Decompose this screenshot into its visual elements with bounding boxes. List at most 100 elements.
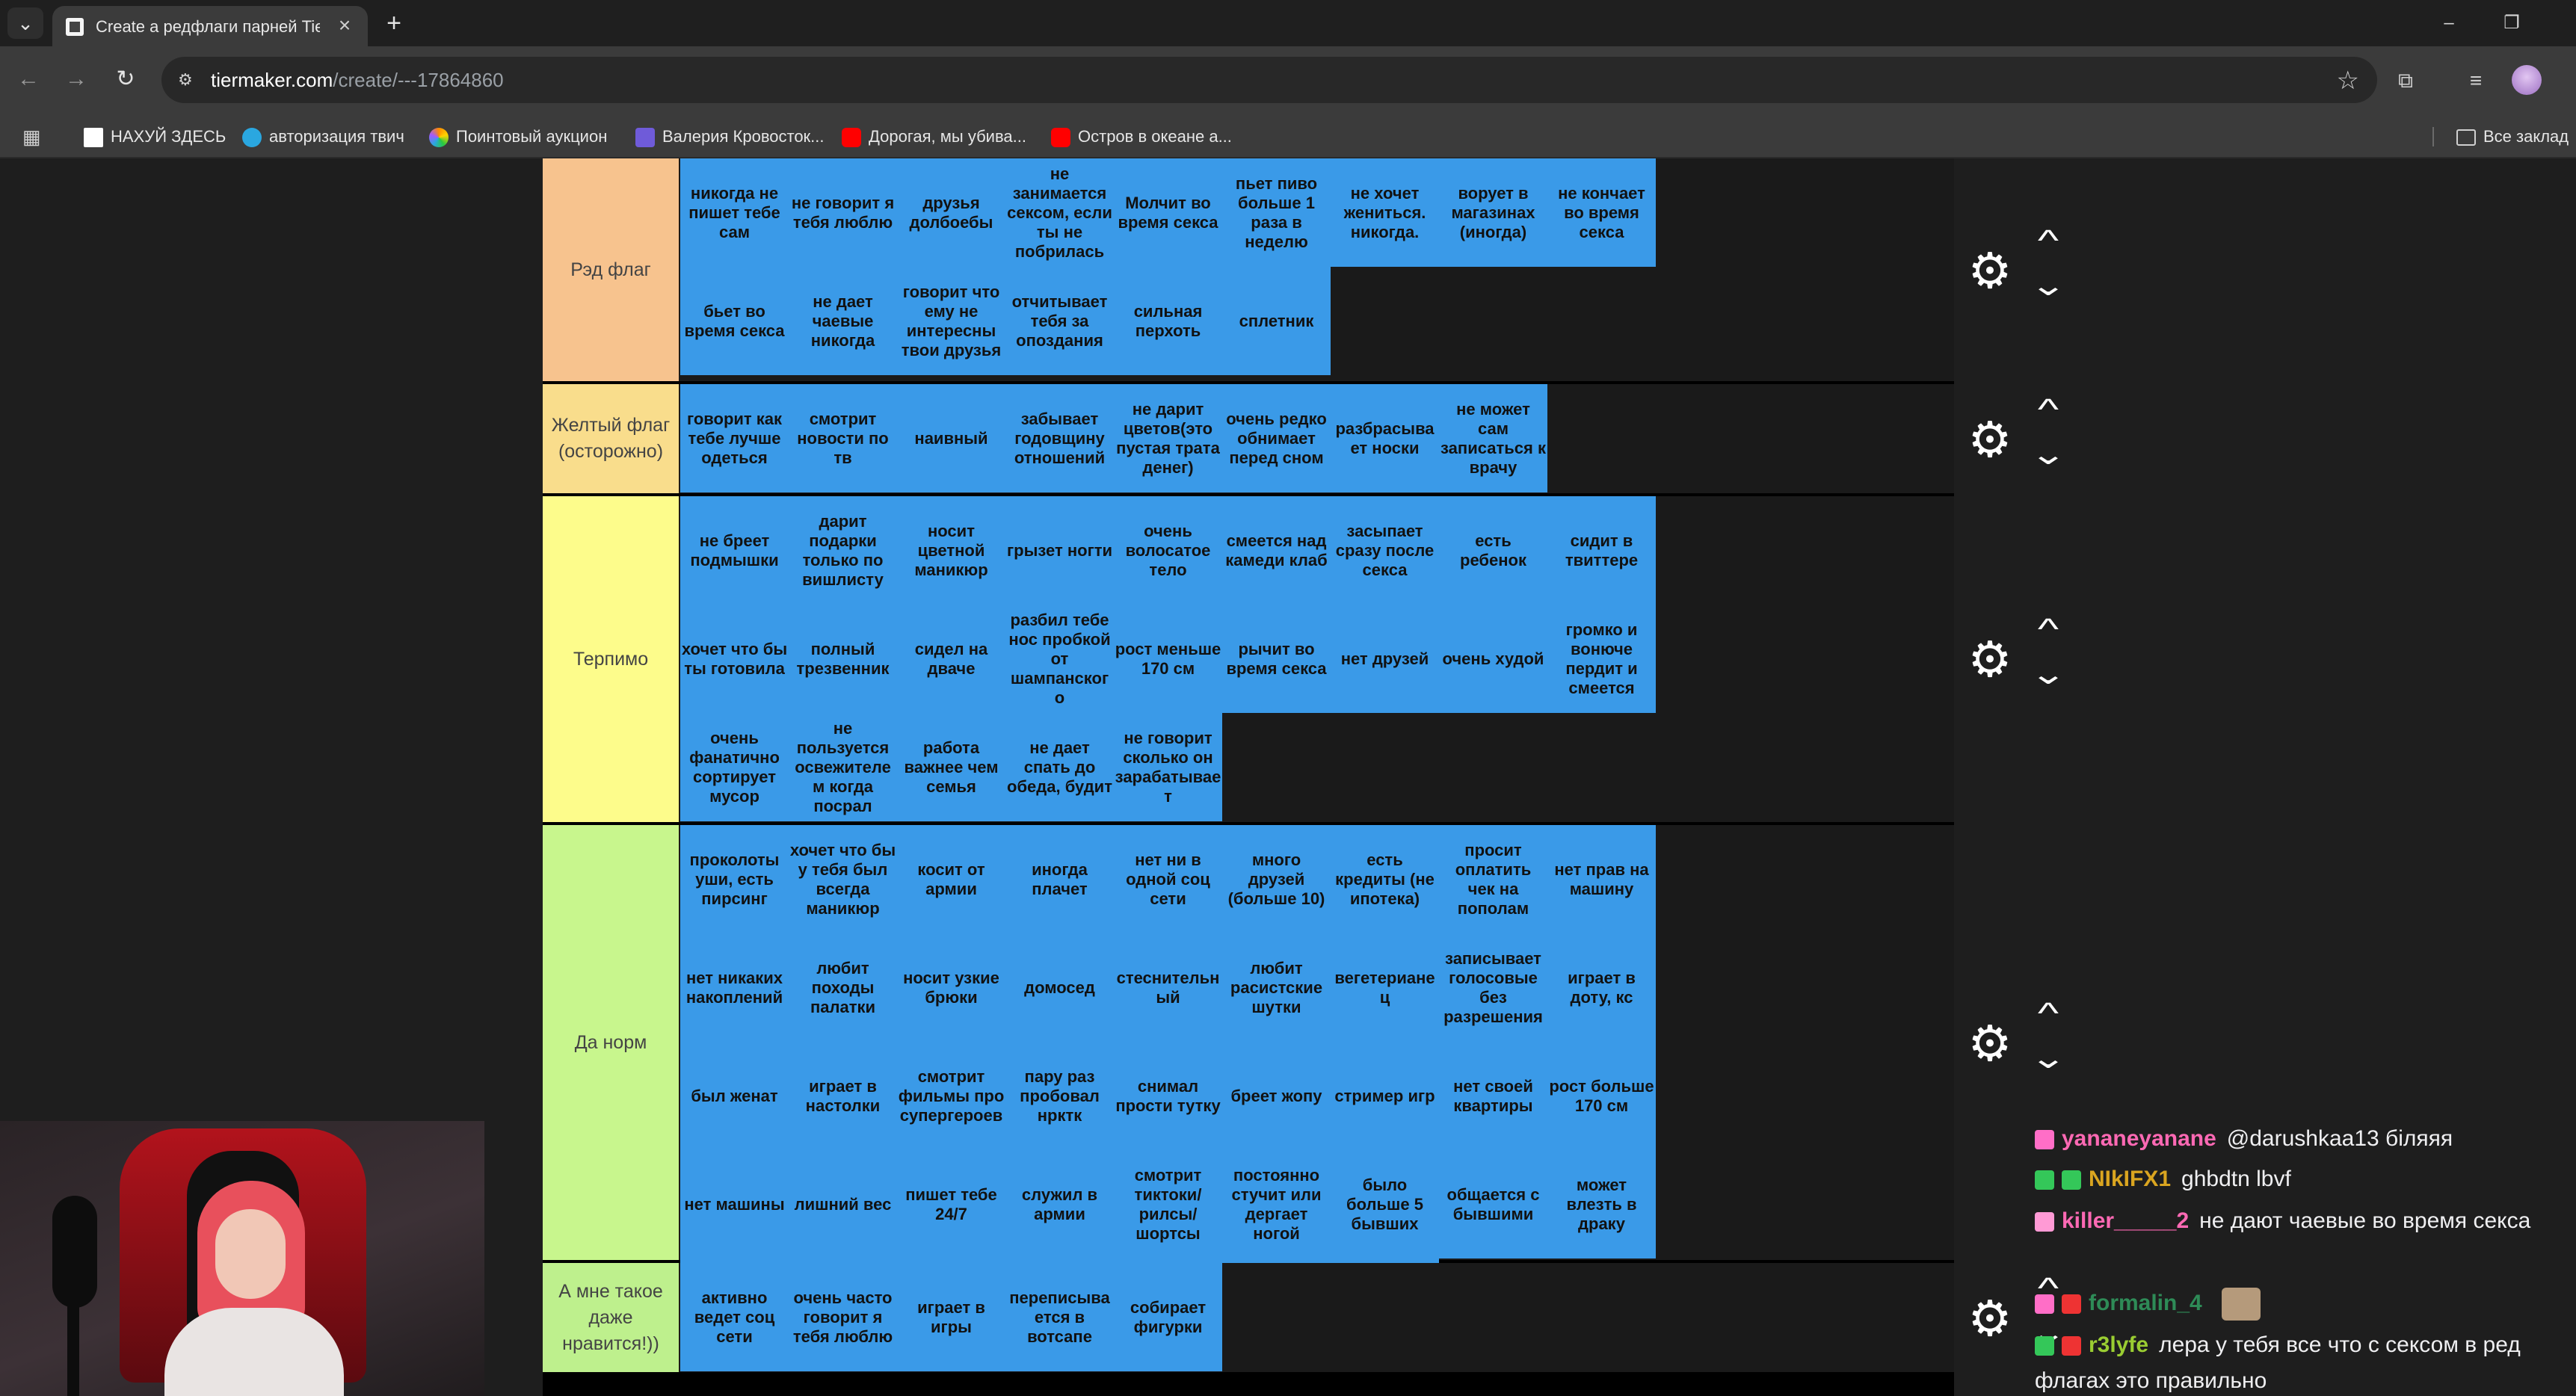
tier-item-card[interactable]: активно ведет соц сети [680, 1263, 789, 1371]
tier-item-card[interactable]: сплетник [1222, 267, 1331, 375]
tier-item-card[interactable]: очень часто говорит я тебя люблю [789, 1263, 897, 1371]
gear-icon[interactable]: ⚙ [1968, 631, 2012, 687]
tier-item-card[interactable]: забывает годовщину отношений [1005, 384, 1114, 492]
bookmark-item[interactable]: Дорогая, мы убива... [842, 124, 1026, 149]
tier-item-card[interactable]: смотрит новости по тв [789, 384, 897, 492]
tier-item-card[interactable]: собирает фигурки [1114, 1263, 1222, 1371]
reload-icon[interactable]: ↻ [116, 67, 135, 91]
tier-item-card[interactable]: хочет что бы ты готовила [680, 605, 789, 713]
tier-item-card[interactable]: очень худой [1439, 605, 1547, 713]
tier-item-card[interactable]: играет в игры [897, 1263, 1005, 1371]
chevron-up-icon[interactable]: ^ [2037, 224, 2059, 257]
tier-label[interactable]: А мне такое даже нравится!)) [543, 1263, 679, 1372]
back-arrow-icon[interactable]: ← [17, 67, 40, 91]
tier-item-card[interactable]: полный трезвенник [789, 605, 897, 713]
tier-item-card[interactable]: дарит подарки только по вишлисту [789, 496, 897, 605]
chevron-down-icon[interactable]: ⌄ [2029, 658, 2068, 691]
tier-item-card[interactable]: смотрит тиктоки/рилсы/шортсы [1114, 1150, 1222, 1258]
tier-item-card[interactable]: смеется над камеди клаб [1222, 496, 1331, 605]
site-settings-icon[interactable]: ⚙ [178, 70, 193, 89]
tier-item-card[interactable]: играет в настолки [789, 1042, 897, 1150]
tier-item-card[interactable]: носит узкие брюки [897, 933, 1005, 1042]
chat-nick[interactable]: yananeyanane [2062, 1126, 2216, 1151]
tier-item-card[interactable]: лишний вес [789, 1150, 897, 1258]
tier-item-card[interactable]: не дает чаевые никогда [789, 267, 897, 375]
chat-nick[interactable]: formalin_4 [2089, 1291, 2202, 1315]
tier-label[interactable]: Да норм [543, 825, 679, 1260]
bookmark-item[interactable]: авторизация твич [242, 124, 404, 149]
tier-item-card[interactable]: никогда не пишет тебе сам [680, 158, 789, 267]
tier-item-card[interactable]: сидел на дваче [897, 605, 1005, 713]
tier-item-card[interactable]: ворует в магазинах (иногда) [1439, 158, 1547, 267]
bookmark-item[interactable]: Валерия Кровосток... [635, 124, 825, 149]
bookmark-star-icon[interactable]: ☆ [2336, 67, 2359, 95]
chevron-up-icon[interactable]: ^ [2037, 613, 2059, 646]
tier-label[interactable]: Рэд флаг [543, 158, 679, 381]
tier-label[interactable]: Желтый флаг (осторожно) [543, 384, 679, 493]
address-bar[interactable]: ⚙ tiermaker.com/create/---17864860 ☆ [161, 57, 2377, 103]
chat-nick[interactable]: NIkIFX1 [2089, 1167, 2172, 1191]
tier-item-card[interactable]: стеснительный [1114, 933, 1222, 1042]
tier-item-card[interactable]: не может сам записаться к врачу [1439, 384, 1547, 492]
apps-grid-icon[interactable]: ▦ [22, 126, 41, 148]
tier-item-card[interactable]: хочет что бы у тебя был всегда маникюр [789, 825, 897, 933]
tier-item-card[interactable]: есть ребенок [1439, 496, 1547, 605]
tier-item-card[interactable]: нет друзей [1331, 605, 1439, 713]
tier-item-card[interactable]: очень волосатое тело [1114, 496, 1222, 605]
new-tab-plus-icon[interactable]: + [386, 9, 401, 37]
tier-item-card[interactable]: пару раз пробовал нрктк [1005, 1042, 1114, 1150]
tier-item-card[interactable]: домосед [1005, 933, 1114, 1042]
forward-arrow-icon[interactable]: → [65, 67, 87, 91]
tier-item-card[interactable]: не хочет жениться. никогда. [1331, 158, 1439, 267]
chat-nick[interactable]: r3lyfe [2089, 1332, 2149, 1357]
tier-item-card[interactable]: засыпает сразу после секса [1331, 496, 1439, 605]
tier-item-card[interactable]: иногда плачет [1005, 825, 1114, 933]
tier-item-card[interactable]: постоянно стучит или дергает ногой [1222, 1150, 1331, 1258]
tier-item-card[interactable]: любит расистские шутки [1222, 933, 1331, 1042]
tier-item-card[interactable]: грызет ногти [1005, 496, 1114, 605]
tier-item-card[interactable]: общается с бывшими [1439, 1150, 1547, 1258]
tier-item-card[interactable]: не дает спать до обеда, будит [1005, 713, 1114, 821]
tier-item-card[interactable]: нет прав на машину [1547, 825, 1656, 933]
url-text[interactable]: tiermaker.com/create/---17864860 [211, 69, 504, 92]
tier-item-card[interactable]: носит цветной маникюр [897, 496, 1005, 605]
minimize-icon[interactable]: – [2444, 13, 2454, 33]
tier-item-card[interactable]: рост меньше 170 см [1114, 605, 1222, 713]
chevron-up-icon[interactable]: ^ [2037, 393, 2059, 426]
tier-item-card[interactable]: пишет тебе 24/7 [897, 1150, 1005, 1258]
tier-item-card[interactable]: наивный [897, 384, 1005, 492]
tier-item-card[interactable]: переписывается в вотсапе [1005, 1263, 1114, 1371]
tier-item-card[interactable]: очень редко обнимает перед сном [1222, 384, 1331, 492]
tier-item-card[interactable]: не кончает во время секса [1547, 158, 1656, 267]
tier-item-card[interactable]: играет в доту, кс [1547, 933, 1656, 1042]
tier-item-card[interactable]: не занимается сексом, если ты не побрила… [1005, 158, 1114, 267]
chat-nick[interactable]: killer_____2 [2062, 1208, 2190, 1233]
gear-icon[interactable]: ⚙ [1968, 243, 2012, 298]
tier-item-card[interactable]: не говорит я тебя люблю [789, 158, 897, 267]
tier-item-card[interactable]: вегетерианец [1331, 933, 1439, 1042]
tier-item-card[interactable]: друзья долбоебы [897, 158, 1005, 267]
tier-item-card[interactable]: может влезть в драку [1547, 1150, 1656, 1258]
restore-icon[interactable]: ❐ [2503, 13, 2520, 33]
tier-item-card[interactable]: Молчит во время секса [1114, 158, 1222, 267]
tier-item-card[interactable]: нет машины [680, 1150, 789, 1258]
tier-item-card[interactable]: сильная перхоть [1114, 267, 1222, 375]
tier-item-card[interactable]: разбрасывает носки [1331, 384, 1439, 492]
extensions-puzzle-icon[interactable]: ⧉ [2398, 69, 2413, 92]
chevron-down-icon[interactable]: ⌄ [2029, 1042, 2068, 1075]
bookmark-item[interactable]: Поинтовый аукцион [429, 124, 607, 149]
tier-item-card[interactable]: нет никаких накоплений [680, 933, 789, 1042]
tier-item-card[interactable]: бреет жопу [1222, 1042, 1331, 1150]
tab-search-chevron-icon[interactable]: ⌄ [7, 7, 43, 39]
gear-icon[interactable]: ⚙ [1968, 412, 2012, 467]
tier-item-card[interactable]: не бреет подмышки [680, 496, 789, 605]
tier-item-card[interactable]: говорит что ему не интересны твои друзья [897, 267, 1005, 375]
tier-item-card[interactable]: нет своей квартиры [1439, 1042, 1547, 1150]
tier-item-card[interactable]: не говорит сколько он зарабатывает [1114, 713, 1222, 821]
tier-item-card[interactable]: косит от армии [897, 825, 1005, 933]
tier-item-card[interactable]: не дарит цветов(это пустая трата денег) [1114, 384, 1222, 492]
tier-item-card[interactable]: любит походы палатки [789, 933, 897, 1042]
tab-tiermaker[interactable]: Create a редфлаги парней Tier × [52, 6, 368, 46]
chevron-up-icon[interactable]: ^ [2037, 997, 2059, 1030]
tier-item-card[interactable]: пьет пиво больше 1 раза в неделю [1222, 158, 1331, 267]
